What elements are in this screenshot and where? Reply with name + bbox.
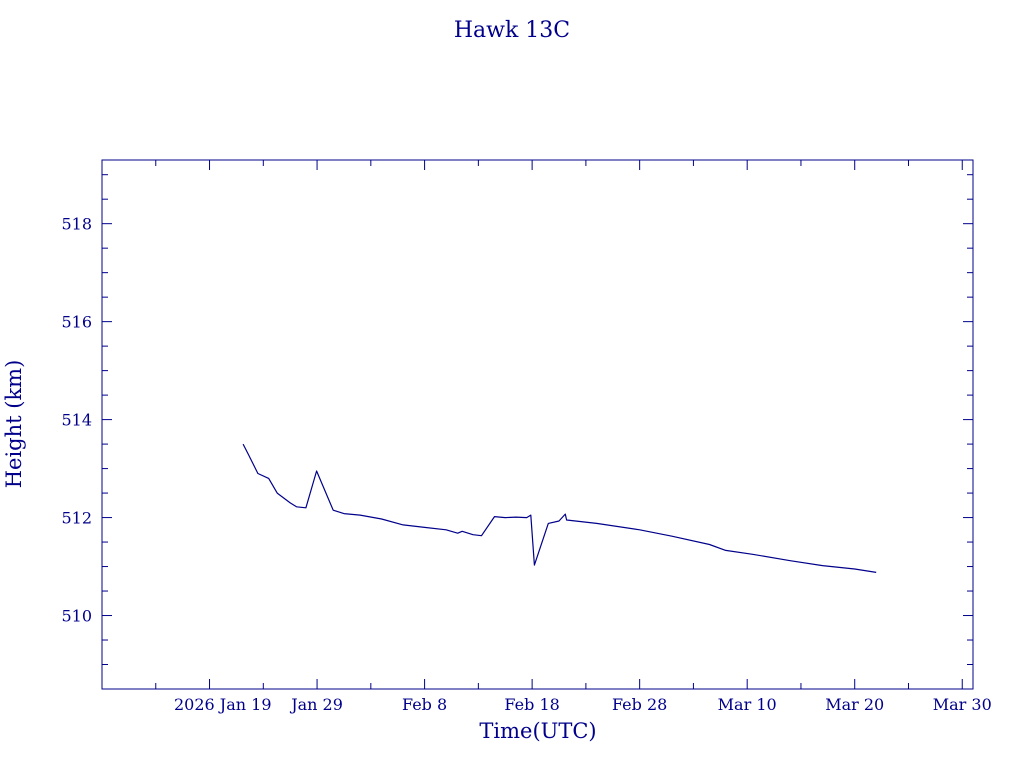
series-line — [242, 443, 877, 573]
y-tick-label: 514 — [61, 411, 92, 430]
y-tick-label: 512 — [61, 509, 92, 528]
x-axis-label: Time(UTC) — [479, 719, 596, 743]
x-axis-ticks: 2026 Jan 19 Jan 29 Feb 8 Feb 18 Feb 28 Mar 10… — [101, 160, 992, 714]
y-tick-label: 516 — [61, 313, 92, 332]
y-axis-label: Height (km) — [2, 360, 26, 489]
x-tick-label: Jan 29 — [289, 695, 343, 714]
x-tick-label: Mar 10 — [718, 695, 777, 714]
x-tick-label: Feb 28 — [612, 695, 667, 714]
x-tick-label: Feb 18 — [504, 695, 559, 714]
x-tick-label: Mar 20 — [825, 695, 884, 714]
series-group — [242, 443, 877, 573]
y-tick-label: 510 — [61, 607, 92, 626]
x-tick-label: 2026 Jan 19 — [174, 695, 272, 714]
chart-title: Hawk 13C — [454, 18, 570, 43]
y-tick-label: 518 — [61, 215, 92, 234]
plot-frame — [101, 159, 974, 690]
x-tick-label: Feb 8 — [402, 695, 447, 714]
x-tick-label: Mar 30 — [933, 695, 992, 714]
y-axis-ticks: 510 512 514 516 518 — [61, 174, 973, 690]
